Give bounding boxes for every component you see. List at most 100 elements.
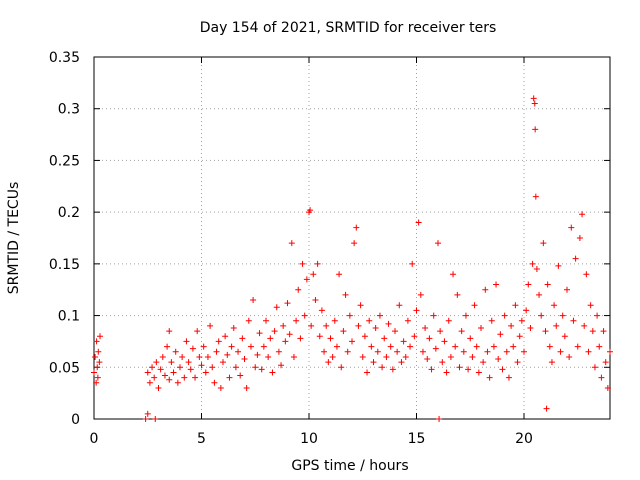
data-point xyxy=(436,416,443,422)
data-point xyxy=(372,324,379,331)
data-point xyxy=(435,240,441,247)
data-point xyxy=(230,324,237,331)
data-point xyxy=(243,384,250,391)
data-point xyxy=(473,343,480,350)
data-point xyxy=(314,260,321,267)
data-point xyxy=(211,379,218,386)
data-point xyxy=(538,312,545,319)
data-point xyxy=(267,335,274,342)
data-point xyxy=(361,333,368,340)
data-point xyxy=(368,343,375,350)
data-point xyxy=(394,348,401,355)
y-tick-label: 0.3 xyxy=(58,102,80,118)
data-point xyxy=(338,364,345,371)
data-point xyxy=(514,359,521,366)
data-point xyxy=(275,348,282,355)
data-point xyxy=(432,345,439,352)
data-point xyxy=(181,374,188,381)
data-point xyxy=(478,324,484,331)
data-point xyxy=(566,353,573,360)
data-point xyxy=(295,286,302,293)
chart-title: Day 154 of 2021, SRMTID for receiver ter… xyxy=(200,20,497,36)
data-point xyxy=(581,322,588,329)
data-point xyxy=(228,343,235,350)
data-point xyxy=(587,302,594,309)
data-point xyxy=(543,405,550,412)
data-point xyxy=(460,348,467,355)
data-point xyxy=(166,376,173,383)
data-point xyxy=(490,343,497,350)
data-point xyxy=(364,369,371,376)
data-point xyxy=(265,353,272,360)
data-point xyxy=(161,372,168,379)
data-point xyxy=(342,291,349,298)
data-point xyxy=(232,364,239,371)
data-point xyxy=(93,338,100,345)
data-point xyxy=(187,366,194,373)
data-point xyxy=(209,364,216,371)
data-point xyxy=(307,207,314,214)
data-point xyxy=(336,271,343,278)
y-tick-label: 0.2 xyxy=(58,205,80,221)
data-point xyxy=(426,335,433,342)
y-tick-label: 0.05 xyxy=(49,360,80,376)
data-point xyxy=(92,353,99,360)
axis-ticks xyxy=(93,56,610,420)
x-tick-label: 20 xyxy=(515,431,533,447)
data-point xyxy=(458,328,465,335)
data-point xyxy=(430,312,437,319)
data-point xyxy=(213,348,220,355)
data-point xyxy=(149,364,156,371)
data-point xyxy=(574,343,581,350)
data-point xyxy=(465,366,472,373)
data-point xyxy=(402,353,409,360)
data-point xyxy=(189,345,196,352)
data-point xyxy=(542,328,549,335)
data-point xyxy=(484,348,491,355)
data-point xyxy=(475,369,482,376)
data-points xyxy=(91,95,613,422)
data-point xyxy=(413,307,420,314)
data-point xyxy=(383,353,390,360)
data-point xyxy=(237,372,244,379)
data-point xyxy=(445,317,452,324)
x-axis-title: GPS time / hours xyxy=(291,458,408,474)
data-point xyxy=(323,322,330,329)
data-point xyxy=(527,324,534,331)
data-point xyxy=(525,281,532,288)
data-point xyxy=(508,322,515,329)
data-point xyxy=(467,335,474,342)
data-point xyxy=(602,359,609,366)
data-point xyxy=(170,369,177,376)
data-point xyxy=(486,374,493,381)
data-point xyxy=(271,328,278,335)
data-point xyxy=(202,369,209,376)
data-point xyxy=(561,333,568,340)
data-point xyxy=(548,359,555,366)
data-point xyxy=(376,312,383,319)
data-point xyxy=(551,302,558,309)
data-point xyxy=(325,359,332,366)
data-point xyxy=(379,364,386,371)
data-point xyxy=(557,348,564,355)
data-point xyxy=(316,333,323,340)
data-point xyxy=(462,312,469,319)
data-point xyxy=(469,353,476,360)
data-point xyxy=(409,260,416,267)
data-point xyxy=(155,384,162,391)
data-point xyxy=(303,276,310,283)
data-point xyxy=(346,312,353,319)
data-point xyxy=(544,281,551,288)
data-point xyxy=(254,351,261,358)
data-point xyxy=(564,286,570,293)
data-point xyxy=(166,328,173,335)
data-point xyxy=(387,343,394,350)
data-point xyxy=(555,262,562,269)
y-tick-label: 0.1 xyxy=(58,309,80,325)
data-point xyxy=(333,343,340,350)
x-tick-label: 0 xyxy=(90,431,99,447)
data-point xyxy=(286,331,293,338)
data-point xyxy=(546,343,553,350)
